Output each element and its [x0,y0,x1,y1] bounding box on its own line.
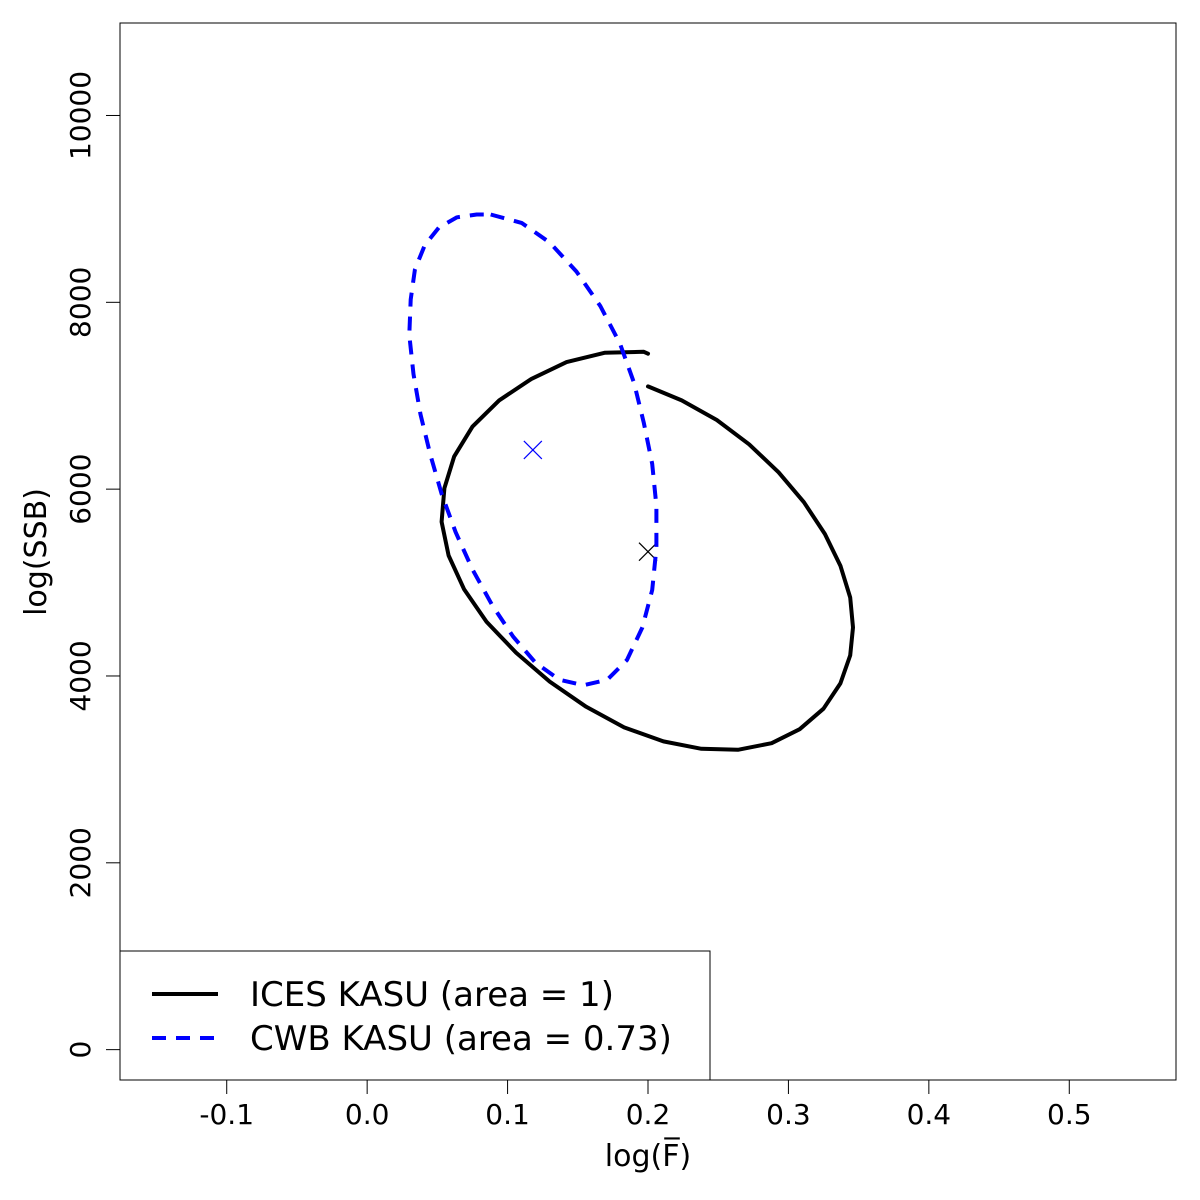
legend: ICES KASU (area = 1) CWB KASU (area = 0.… [119,950,711,1081]
x-tick-label: 0.1 [485,1098,530,1131]
series-cwb-ellipse [407,212,659,688]
x-axis: -0.1 0.0 0.1 0.2 0.3 0.4 0.5 [199,1079,1092,1131]
x-tick-label: 0.0 [345,1098,390,1131]
x-tick-label: 0.4 [907,1098,952,1131]
series-layer [407,212,855,752]
y-axis: 0 2000 4000 6000 8000 10000 [64,71,121,1059]
center-marker-cwb [523,440,543,460]
y-tick-label: 6000 [64,454,97,525]
x-tick-label: 0.5 [1047,1098,1092,1131]
legend-label-cwb: CWB KASU (area = 0.73) [250,1019,672,1059]
legend-box [119,950,711,1081]
y-tick-label: 0 [64,1041,97,1059]
y-tick-label: 10000 [64,71,97,160]
series-ices-ellipse [439,349,855,752]
x-tick-label: -0.1 [199,1098,254,1131]
x-tick-label: 0.3 [766,1098,811,1131]
x-tick-label: 0.2 [626,1098,671,1131]
y-tick-label: 4000 [64,640,97,711]
legend-label-ices: ICES KASU (area = 1) [250,975,614,1015]
y-tick-label: 2000 [64,827,97,898]
y-tick-label: 8000 [64,267,97,338]
y-axis-label: log(SSB) [19,488,54,616]
x-axis-label: log(F̅) [605,1137,691,1174]
